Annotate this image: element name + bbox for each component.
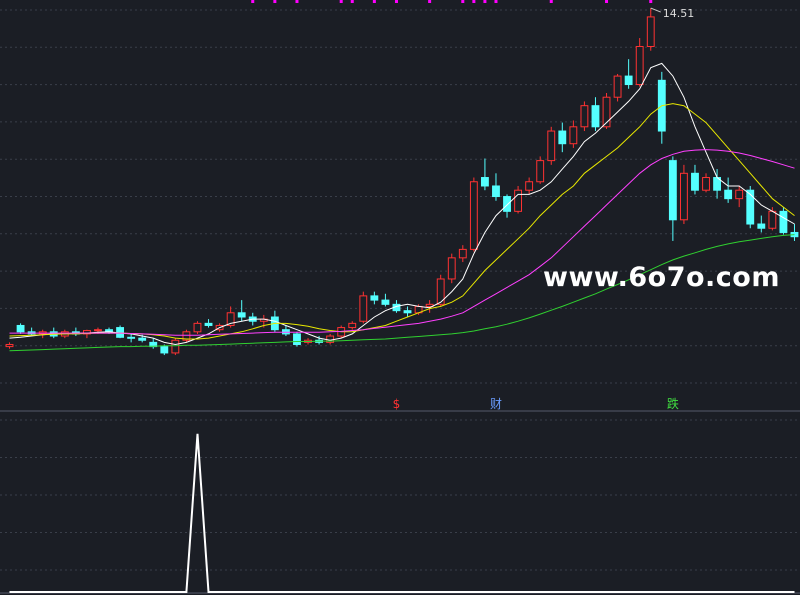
candle-body	[580, 105, 589, 128]
signal-marker	[605, 0, 609, 3]
candle-body	[691, 172, 699, 191]
candle-body	[171, 339, 180, 354]
candle-body	[569, 126, 578, 145]
candle-body	[94, 329, 102, 332]
candle-body	[370, 295, 379, 301]
candle-body	[469, 181, 478, 250]
candle-body	[679, 172, 688, 221]
candle-body	[724, 189, 733, 200]
watermark: www.6o7o.com	[543, 262, 780, 293]
signal-marker	[394, 0, 398, 3]
indicator-line	[9, 433, 795, 593]
signal-marker	[350, 0, 354, 3]
signal-marker	[273, 0, 277, 3]
candle-body	[480, 177, 489, 187]
signal-marker	[295, 0, 299, 3]
signal-marker	[339, 0, 343, 3]
signal-marker	[251, 0, 255, 3]
candle-body	[702, 177, 710, 191]
candle-body	[293, 333, 301, 345]
candle-body	[403, 310, 412, 314]
signal-marker	[649, 0, 653, 3]
signal-marker	[372, 0, 376, 3]
candle-body	[503, 196, 511, 212]
candle-body	[768, 210, 777, 229]
candle-body	[746, 189, 755, 225]
signal-marker	[483, 0, 487, 3]
candle-body	[635, 45, 644, 86]
candle-body	[779, 210, 788, 233]
candle-body	[226, 312, 235, 326]
candle-body	[525, 181, 534, 191]
candle-body	[237, 312, 246, 318]
candle-body	[458, 248, 467, 259]
candle-body	[138, 337, 147, 341]
candle-body	[160, 346, 169, 354]
candle-body	[547, 130, 556, 162]
candle-body	[646, 16, 655, 47]
max-label: 14.51	[663, 7, 695, 20]
signal-label: $	[393, 397, 401, 411]
candle-body	[182, 331, 191, 341]
candle-body	[492, 185, 500, 198]
candle-body	[204, 322, 213, 326]
candle-body	[536, 160, 545, 183]
ma-line	[9, 62, 795, 346]
max-pointer	[650, 7, 661, 13]
candle-body	[602, 96, 611, 128]
signal-marker	[494, 0, 498, 3]
candle-body	[624, 75, 633, 86]
candle-body	[127, 336, 136, 339]
candle-body	[425, 303, 434, 307]
candle-body	[668, 160, 677, 221]
signal-marker	[461, 0, 465, 3]
candle-body	[447, 257, 456, 280]
ma-line	[9, 234, 795, 352]
signal-label: 跌	[667, 396, 679, 411]
candle-body	[16, 324, 25, 333]
candle-body	[436, 278, 445, 305]
signal-marker	[472, 0, 476, 3]
candle-body	[359, 295, 368, 322]
candle-body	[558, 130, 567, 145]
candle-body	[757, 223, 766, 229]
candle-body	[591, 105, 600, 128]
candle-body	[381, 299, 390, 305]
candle-body	[514, 189, 523, 212]
candle-body	[348, 322, 357, 329]
signal-label: 财	[490, 397, 502, 411]
signal-marker	[549, 0, 553, 3]
candle-body	[5, 343, 14, 348]
signal-marker	[428, 0, 432, 3]
ma-line	[9, 149, 795, 336]
candle-body	[193, 322, 202, 333]
candle-body	[613, 75, 622, 98]
candle-body	[735, 189, 744, 200]
